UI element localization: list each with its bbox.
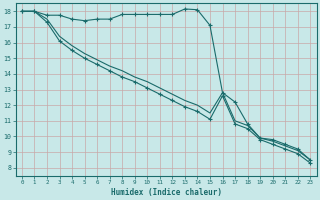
X-axis label: Humidex (Indice chaleur): Humidex (Indice chaleur) <box>111 188 221 197</box>
